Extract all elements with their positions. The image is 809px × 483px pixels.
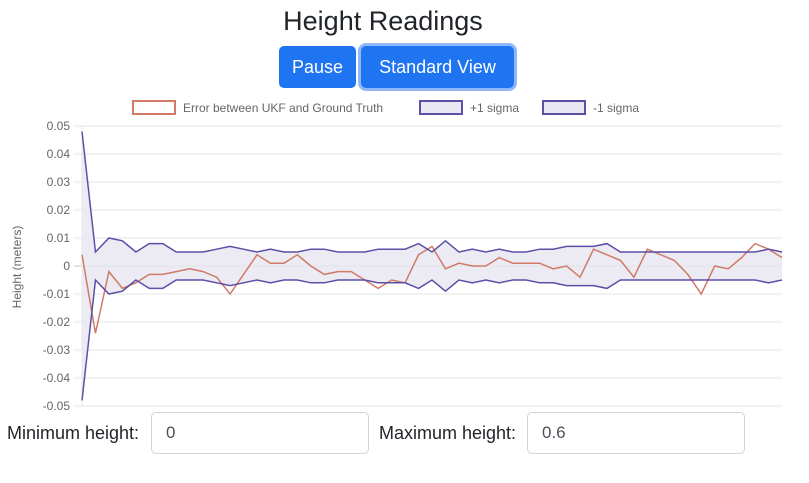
error-series-line: [81, 242, 783, 334]
height-controls: Minimum height: Maximum height:: [0, 411, 809, 459]
maximum-height-label: Maximum height:: [379, 423, 517, 443]
y-tick-label: 0.04: [47, 147, 71, 161]
y-tick-label: -0.02: [43, 315, 71, 329]
plus-sigma-line: [81, 131, 783, 254]
minimum-height-input[interactable]: [151, 412, 369, 454]
y-tick-label: -0.05: [43, 399, 71, 411]
y-tick-label: 0.05: [47, 119, 71, 133]
maximum-height-input[interactable]: [527, 412, 745, 454]
y-tick-label: -0.04: [43, 371, 71, 385]
minimum-height-label: Minimum height:: [7, 423, 140, 443]
legend-swatch: [419, 100, 463, 115]
y-tick-label: 0.01: [47, 231, 71, 245]
y-tick-label: -0.01: [43, 287, 71, 301]
legend-swatch: [132, 100, 176, 115]
y-axis-ticks: 0.05 0.04 0.03 0.02 0.01 0 -0.01 -0.02 -0.03 -0.0…: [43, 119, 71, 411]
y-tick-label: 0.03: [47, 175, 71, 189]
height-readings-chart: Error between UKF and Ground Truth +1 sig…: [10, 100, 783, 411]
legend-label: -1 sigma: [593, 101, 639, 115]
legend-item[interactable]: Error between UKF and Ground Truth: [132, 100, 383, 115]
chart-legend[interactable]: Error between UKF and Ground Truth +1 sig…: [132, 100, 639, 115]
chart-series: [81, 131, 783, 401]
pause-button[interactable]: Pause: [279, 46, 356, 88]
legend-swatch: [542, 100, 586, 115]
page-title: Height Readings: [283, 6, 483, 36]
legend-label: Error between UKF and Ground Truth: [183, 101, 383, 115]
standard-view-button[interactable]: Standard View: [361, 46, 514, 88]
y-tick-label: 0: [63, 259, 70, 273]
minus-sigma-area: [82, 266, 782, 401]
legend-item[interactable]: +1 sigma: [419, 100, 519, 115]
legend-item[interactable]: -1 sigma: [542, 100, 639, 115]
y-tick-label: -0.03: [43, 343, 71, 357]
y-axis-label: Height (meters): [10, 226, 24, 309]
button-row: Pause Standard View: [0, 46, 792, 90]
legend-label: +1 sigma: [470, 101, 519, 115]
minus-sigma-line: [81, 278, 783, 401]
y-tick-label: 0.02: [47, 203, 71, 217]
